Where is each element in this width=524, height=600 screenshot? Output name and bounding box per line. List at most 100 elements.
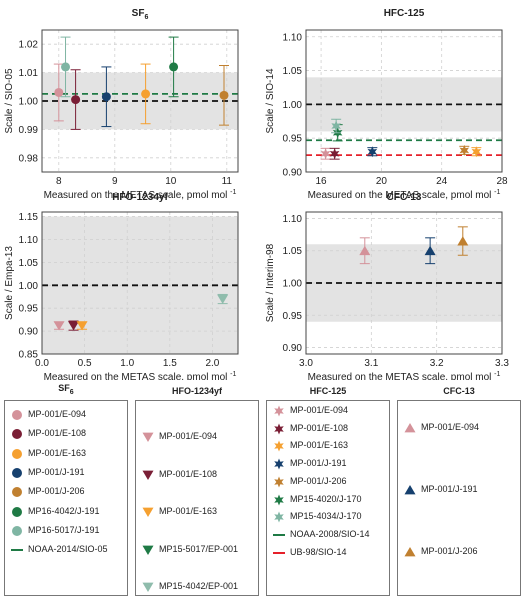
legend-title: HFC-125 [309, 386, 347, 396]
legend-title: HFO-1234yf [171, 386, 223, 396]
legend-marker-shape [142, 545, 154, 555]
plot-frame [305, 29, 503, 173]
data-point [219, 90, 229, 100]
legend-item: MP-001/E-094 [267, 404, 389, 418]
legend-label: MP-001/E-163 [28, 447, 87, 458]
legend-marker [142, 545, 154, 555]
legend-marker-shape [12, 467, 22, 478]
legend-marker [274, 511, 284, 523]
x-tick-label: 3.1 [364, 358, 378, 369]
legend-item: MP-001/E-163 [136, 505, 258, 519]
legend-title: SF6 [58, 383, 74, 396]
legend-marker-shape [274, 476, 284, 488]
data-point [53, 321, 65, 331]
legend-label: MP-001/E-163 [159, 506, 218, 516]
legend-box: MP-001/E-094 MP-001/E-108 MP-001/E-163 MP-0… [266, 400, 390, 596]
legend-box: MP-001/E-094 MP-001/J-191 MP-001/J-206 [397, 400, 521, 596]
data-point [331, 120, 341, 132]
plot-frame [41, 29, 239, 173]
legend-marker-shape [274, 494, 284, 505]
y-tick-label: 1.10 [283, 214, 303, 225]
legend-marker [142, 582, 154, 592]
x-tick-label: 11 [222, 176, 233, 187]
legend-label: MP-001/E-163 [290, 440, 349, 451]
legend-label: MP15-4034/J-170 [290, 511, 362, 522]
data-point [329, 148, 340, 160]
y-tick-label: 1.00 [19, 97, 39, 108]
legend-marker-shape [404, 547, 416, 557]
data-point [320, 148, 331, 160]
chart-title: CFC-13 [386, 192, 421, 203]
legend-item: MP-001/J-206 [5, 485, 127, 499]
x-axis-label: Measured on the METAS scale, pmol mol -1 [308, 189, 501, 201]
legend-marker [273, 551, 285, 554]
legend-marker [273, 533, 285, 536]
y-tick-label: 0.95 [283, 311, 303, 322]
legend-label: NOAA-2008/SIO-14 [290, 528, 370, 539]
chart-panel-2: 0.0 0.5 1.0 1.5 2.0 0.85 0.90 0.95 1.00 1.05 1.10 1… [4, 192, 239, 380]
legend-marker-shape [12, 525, 22, 536]
legend-marker-shape [12, 429, 22, 440]
data-point [367, 146, 378, 158]
legend-marker-shape [404, 423, 416, 433]
y-tick-label: 1.05 [283, 66, 303, 77]
data-point [101, 92, 111, 102]
legend-label: MP15-5017/EP-001 [159, 543, 239, 554]
data-point [457, 236, 469, 246]
legend-label: MP-001/E-108 [290, 422, 349, 433]
y-tick-label: 0.90 [19, 327, 39, 338]
legend-marker [404, 485, 416, 495]
legend-item: MP-001/E-163 [267, 439, 389, 453]
y-tick-label: 1.10 [19, 235, 39, 246]
legend-marker [12, 410, 22, 420]
legend-item: NOAA-2008/SIO-14 [267, 528, 389, 542]
legend-marker [12, 448, 22, 459]
legend-marker-shape [142, 582, 154, 592]
x-tick-label: 24 [436, 176, 448, 187]
data-point [76, 321, 88, 331]
legend-marker-shape [274, 440, 284, 452]
chart-panel-0: 8 9 10 11 0.98 0.99 1.00 1.01 1.02 Measured on th… [4, 8, 239, 201]
legend-item: MP15-4034/J-170 [267, 510, 389, 524]
legend-label: MP16-5017/J-191 [28, 524, 100, 535]
y-tick-label: 1.05 [283, 246, 303, 257]
y-tick-label: 0.95 [19, 304, 39, 315]
legend-label: MP-001/E-094 [159, 431, 218, 441]
legend-label: MP15-4020/J-170 [290, 493, 362, 504]
data-point [54, 87, 64, 97]
legend-marker [12, 506, 22, 517]
legend-item: MP-001/J-191 [5, 466, 127, 480]
legend-item: MP15-4042/EP-001 [136, 580, 258, 594]
legend-item: MP-001/J-191 [267, 457, 389, 471]
y-tick-label: 1.01 [19, 68, 39, 79]
data-point [141, 89, 151, 99]
legend-marker [274, 405, 284, 417]
legend-label: MP16-4042/J-191 [28, 505, 100, 516]
chart-title: HFC-125 [384, 8, 425, 19]
figure-panels: 8 9 10 11 0.98 0.99 1.00 1.01 1.02 Measured on th… [4, 8, 509, 380]
legend-marker-shape [142, 470, 154, 480]
legend-label: NOAA-2014/SIO-05 [28, 544, 108, 555]
x-tick-label: 10 [165, 176, 177, 187]
legend-marker [142, 432, 154, 442]
legend-item: MP-001/E-108 [136, 468, 258, 482]
legend-item: NOAA-2014/SIO-05 [5, 543, 127, 557]
legend-label: MP-001/J-206 [421, 546, 478, 556]
x-tick-label: 0.5 [78, 358, 92, 369]
y-axis-label: Scale / Empa-13 [4, 246, 15, 320]
x-tick-label: 28 [496, 176, 508, 187]
legend-box: MP-001/E-094 MP-001/E-108 MP-001/E-163 MP15… [135, 400, 259, 596]
legend-item: MP15-4020/J-170 [267, 493, 389, 507]
legend-item: MP-001/J-206 [267, 475, 389, 489]
legend-marker-shape [12, 487, 22, 498]
data-point [424, 245, 436, 256]
y-tick-label: 1.02 [19, 40, 39, 51]
legend-marker [404, 423, 416, 433]
legend-label: MP-001/E-108 [28, 428, 87, 439]
x-tick-label: 2.0 [205, 358, 219, 369]
x-axis-label: Measured on the METAS scale, pmol mol -1 [44, 189, 237, 201]
data-point [459, 144, 470, 156]
legend-marker [142, 507, 154, 517]
legend-label: MP-001/J-191 [290, 458, 347, 469]
legend-marker [274, 458, 284, 470]
